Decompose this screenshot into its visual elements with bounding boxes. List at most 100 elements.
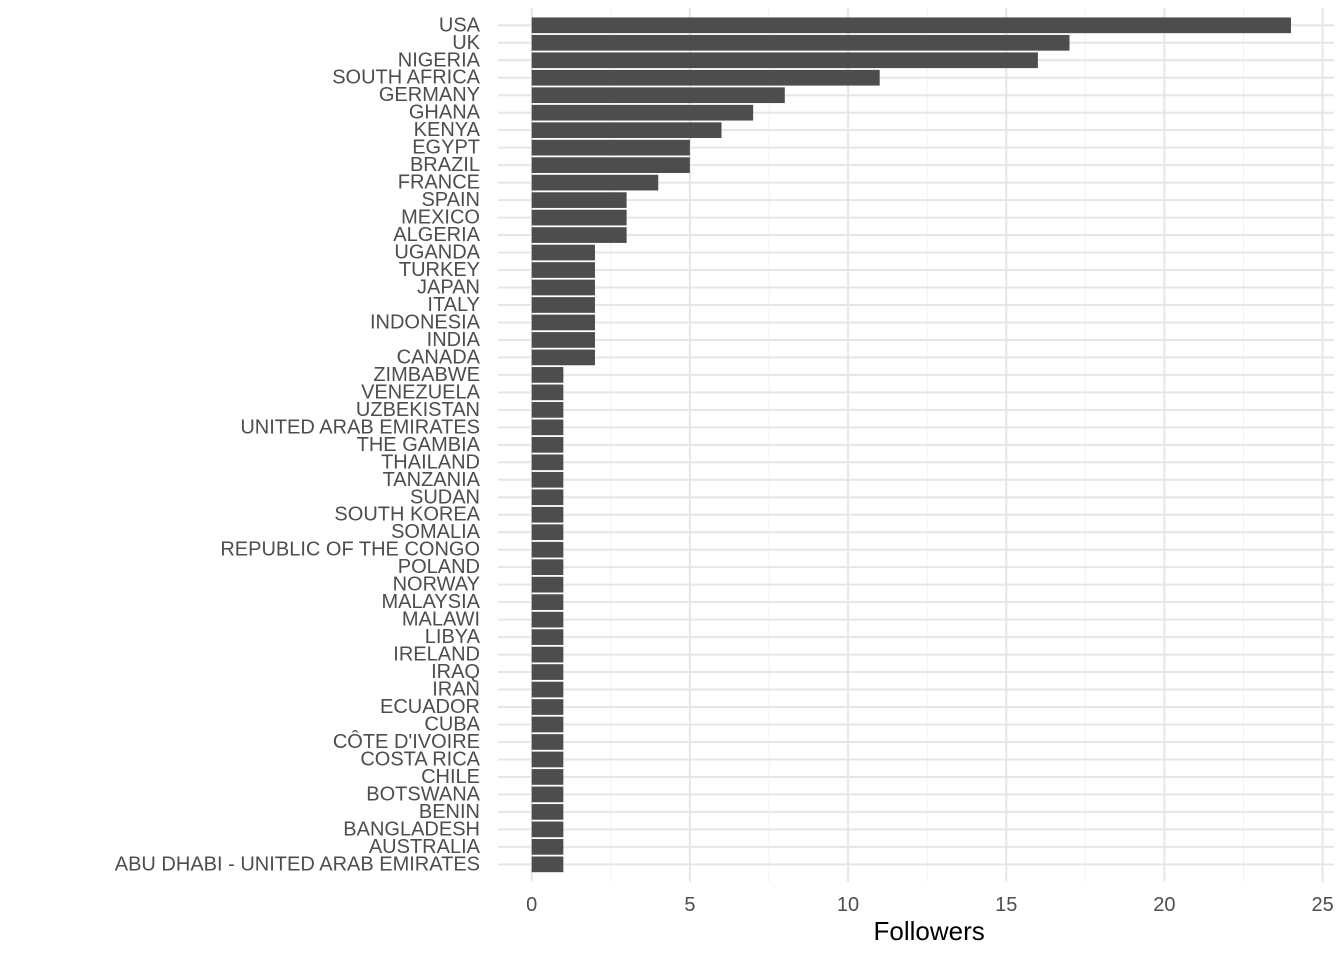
bar (531, 734, 564, 750)
grid-layer (498, 8, 1334, 882)
category-label: POLAND (398, 556, 480, 578)
bar (531, 436, 564, 453)
category-label: TURKEY (399, 259, 480, 281)
bar (531, 279, 595, 296)
category-label: USA (439, 14, 481, 36)
category-label: UNITED ARAB EMIRATES (240, 416, 480, 438)
bar (531, 34, 1070, 51)
x-axis-ticks: 0 5 10 15 20 25 (526, 894, 1334, 916)
bar (531, 192, 627, 208)
category-label: VENEZUELA (361, 381, 481, 403)
bar (531, 314, 595, 331)
category-label: UK (452, 32, 480, 54)
bar (531, 629, 564, 645)
bar-layer (531, 17, 1291, 873)
category-label: ITALY (427, 294, 480, 316)
category-label: GHANA (409, 102, 481, 124)
category-label: ABU DHABI - UNITED ARAB EMIRATES (115, 853, 480, 875)
category-label: CHILE (421, 766, 480, 788)
category-label: AUSTRALIA (369, 836, 481, 858)
category-label: MALAWI (402, 609, 480, 631)
category-label: COSTA RICA (360, 748, 480, 770)
x-tick-label: 20 (1153, 894, 1175, 916)
bar (531, 821, 564, 838)
category-label: THAILAND (381, 451, 480, 473)
category-label: SOMALIA (391, 521, 481, 543)
category-label: IRAQ (431, 661, 480, 683)
bar (531, 646, 564, 663)
bar (531, 611, 564, 628)
bar (531, 52, 1038, 69)
bar (531, 122, 722, 139)
category-label: IRAN (432, 679, 480, 701)
category-label: SOUTH KOREA (334, 504, 480, 526)
bar (531, 804, 564, 820)
bar (531, 367, 564, 383)
category-label: REPUBLIC OF THE CONGO (220, 539, 480, 561)
bar (531, 839, 564, 855)
bar (531, 227, 627, 243)
category-label: MEXICO (401, 207, 480, 229)
x-axis-title: Followers (874, 916, 985, 946)
category-label: ECUADOR (380, 696, 480, 718)
category-label: LIBYA (425, 626, 481, 648)
x-tick-label: 0 (526, 894, 537, 916)
category-label: SUDAN (410, 486, 480, 508)
x-tick-label: 10 (837, 894, 859, 916)
bar (531, 769, 564, 785)
category-label: IRELAND (393, 644, 480, 666)
category-label: BRAZIL (410, 154, 480, 176)
x-tick-label: 25 (1311, 894, 1333, 916)
bar (531, 104, 754, 121)
bar (531, 384, 564, 401)
bar (531, 332, 595, 348)
category-label: ZIMBABWE (373, 364, 480, 386)
bar (531, 751, 564, 768)
category-label: THE GAMBIA (357, 434, 481, 456)
bar (531, 699, 564, 715)
bar (531, 244, 595, 261)
bar (531, 471, 564, 488)
category-label: TANZANIA (383, 469, 481, 491)
bar (531, 716, 564, 733)
bar (531, 174, 659, 191)
category-label: FRANCE (398, 172, 480, 194)
bar (531, 541, 564, 558)
bar (531, 454, 564, 471)
x-tick-label: 15 (995, 894, 1017, 916)
bar (531, 87, 785, 104)
bar (531, 559, 564, 576)
bar (531, 139, 690, 156)
bar (531, 786, 564, 803)
bar (531, 402, 564, 418)
category-label: INDONESIA (370, 311, 481, 333)
bar (531, 681, 564, 698)
bar (531, 209, 627, 226)
category-label: JAPAN (417, 277, 480, 299)
bar (531, 157, 690, 173)
category-label: NIGERIA (398, 49, 481, 71)
bar (531, 856, 564, 873)
bar (531, 594, 564, 610)
category-label: BANGLADESH (343, 818, 480, 840)
category-label: CUBA (424, 714, 480, 736)
category-label: INDIA (427, 329, 481, 351)
bar (531, 489, 564, 506)
category-label: ALGERIA (393, 224, 480, 246)
bar (531, 506, 564, 523)
category-label: CÔTE D'IVOIRE (333, 730, 480, 753)
category-label: SPAIN (421, 189, 480, 211)
category-label: EGYPT (412, 137, 480, 159)
bar (531, 297, 595, 313)
bar (531, 524, 564, 541)
x-tick-label: 5 (684, 894, 695, 916)
category-label: BENIN (419, 801, 480, 823)
category-label: NORWAY (393, 574, 480, 596)
bar (531, 419, 564, 436)
category-label: MALAYSIA (381, 591, 480, 613)
bar (531, 349, 595, 366)
bar (531, 576, 564, 593)
bar (531, 17, 1291, 34)
